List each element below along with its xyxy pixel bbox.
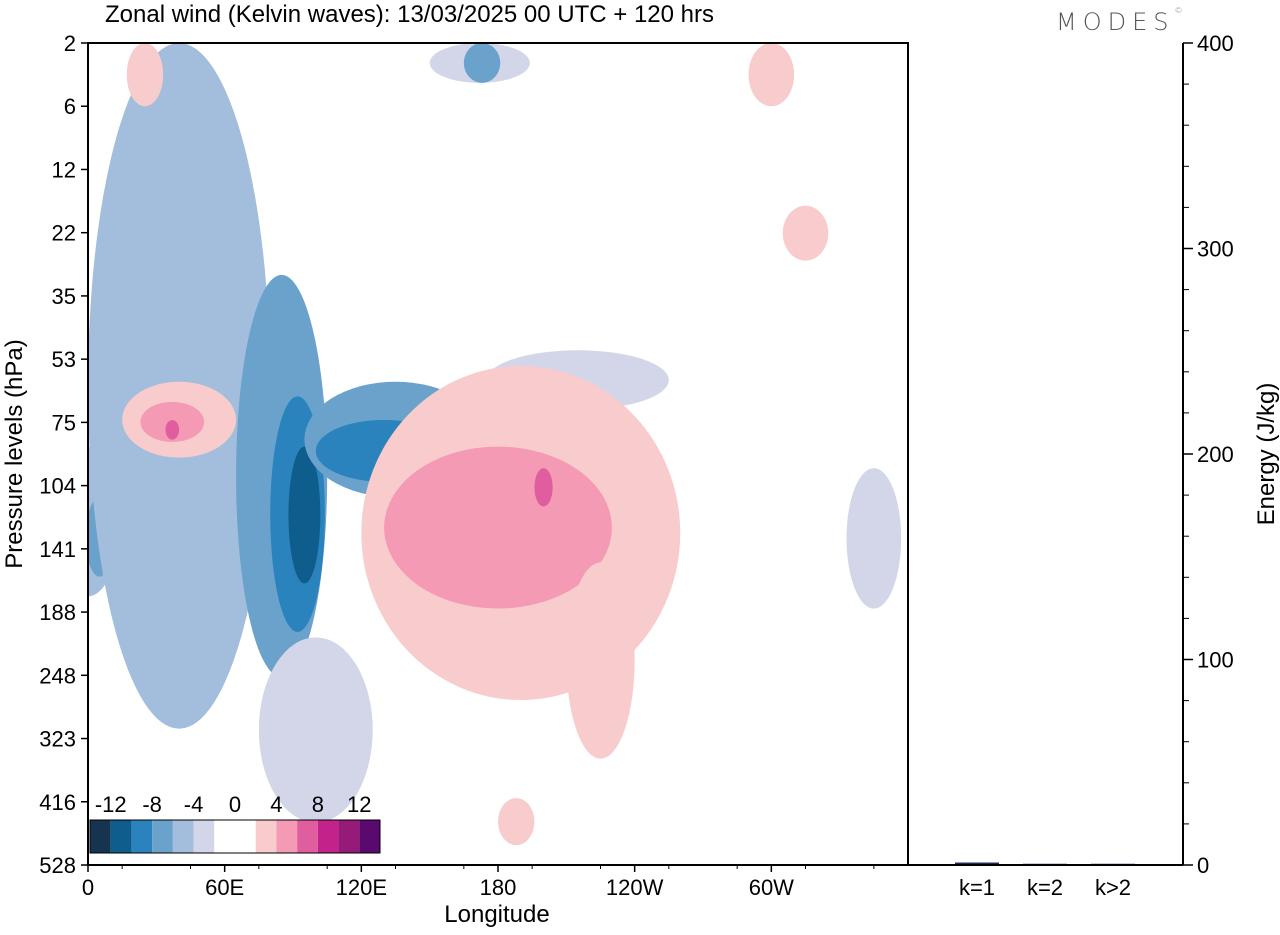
wind-anomaly-region	[288, 446, 321, 584]
colorbar: -12 -8 -4 0 4 8 12	[89, 792, 381, 854]
colorbar-swatch	[131, 820, 153, 853]
colorbar-swatch	[193, 820, 215, 853]
y-tick-label: 12	[52, 157, 76, 182]
y-tick-label: 416	[39, 790, 76, 815]
colorbar-label: 4	[270, 792, 282, 817]
x-axis-label: Longitude	[444, 901, 549, 928]
colorbar-swatch	[359, 820, 380, 853]
energy-tick-label: 200	[1197, 442, 1234, 467]
energy-tick-label: 300	[1197, 237, 1234, 262]
y-tick-label: 6	[64, 94, 76, 119]
chart-title: Zonal wind (Kelvin waves): 13/03/2025 00…	[105, 1, 714, 28]
energy-tick-label: 100	[1197, 648, 1234, 673]
y-tick-label: 528	[39, 853, 76, 878]
y-tick-label: 104	[39, 474, 76, 499]
y-tick-label: 2	[64, 31, 76, 56]
colorbar-label: 12	[347, 792, 371, 817]
wind-anomaly-region	[748, 43, 795, 107]
energy-category-label: k>2	[1095, 875, 1131, 900]
colorbar-label: -8	[142, 792, 162, 817]
y-axis-label: Pressure levels (hPa)	[1, 339, 28, 568]
wind-anomaly-region	[782, 205, 829, 261]
energy-category-label: k=1	[959, 875, 995, 900]
wind-anomaly-region	[498, 798, 535, 846]
wind-anomaly-region	[463, 43, 501, 83]
y-tick-label: 188	[39, 600, 76, 625]
modes-logo: MODES©	[1056, 6, 1216, 40]
wind-anomaly-region	[165, 419, 180, 440]
wind-anomaly-region	[384, 446, 612, 609]
y-tick-label: 35	[52, 284, 76, 309]
colorbar-swatch	[297, 820, 318, 853]
colorbar-swatch	[338, 820, 360, 853]
wind-anomaly-region	[126, 43, 164, 107]
colorbar-swatch	[172, 820, 194, 853]
y-tick-label: 22	[52, 221, 76, 246]
colorbar-label: -4	[184, 792, 204, 817]
energy-axis-label: Energy (J/kg)	[1253, 383, 1280, 526]
wind-contours	[88, 43, 902, 846]
colorbar-frame	[89, 819, 381, 854]
colorbar-swatch	[235, 820, 256, 853]
colorbar-label: 0	[229, 792, 241, 817]
x-tick-label: 0	[82, 875, 94, 900]
x-tick-label: 60E	[205, 875, 244, 900]
colorbar-label: 8	[312, 792, 324, 817]
colorbar-swatch	[110, 820, 132, 853]
y-tick-label: 141	[39, 537, 76, 562]
y-tick-label: 323	[39, 727, 76, 752]
logo-text: MODES	[1056, 8, 1175, 36]
longitude-axis: 0 60E 120E 180 120W 60W	[82, 865, 875, 900]
energy-axis: 0 100 200 300 400	[1183, 31, 1234, 878]
y-tick-label: 248	[39, 663, 76, 688]
energy-bars: k=1 k=2 k>2	[907, 43, 1135, 900]
x-tick-label: 60W	[749, 875, 794, 900]
colorbar-label: -12	[95, 792, 127, 817]
x-tick-label: 180	[480, 875, 517, 900]
energy-tick-label: 400	[1197, 31, 1234, 56]
colorbar-swatch	[90, 820, 111, 853]
energy-category-label: k=2	[1027, 875, 1063, 900]
y-tick-label: 75	[52, 410, 76, 435]
wind-anomaly-region	[566, 562, 635, 759]
colorbar-swatch	[317, 820, 339, 853]
colorbar-swatch	[276, 820, 298, 853]
energy-tick-label: 0	[1197, 853, 1209, 878]
energy-bar	[955, 862, 999, 865]
colorbar-swatch	[152, 820, 173, 853]
wind-anomaly-region	[846, 468, 902, 609]
logo-mark: ©	[1174, 6, 1183, 15]
colorbar-swatch	[214, 820, 235, 853]
x-tick-label: 120E	[336, 875, 387, 900]
wind-anomaly-region	[534, 468, 553, 507]
wind-anomaly-region	[258, 637, 373, 823]
colorbar-swatch	[255, 820, 277, 853]
x-tick-label: 120W	[606, 875, 664, 900]
y-tick-label: 53	[52, 347, 76, 372]
pressure-axis: 2 6 12 22 35 53 75 104 141 188 248 323 416 528	[39, 31, 88, 878]
